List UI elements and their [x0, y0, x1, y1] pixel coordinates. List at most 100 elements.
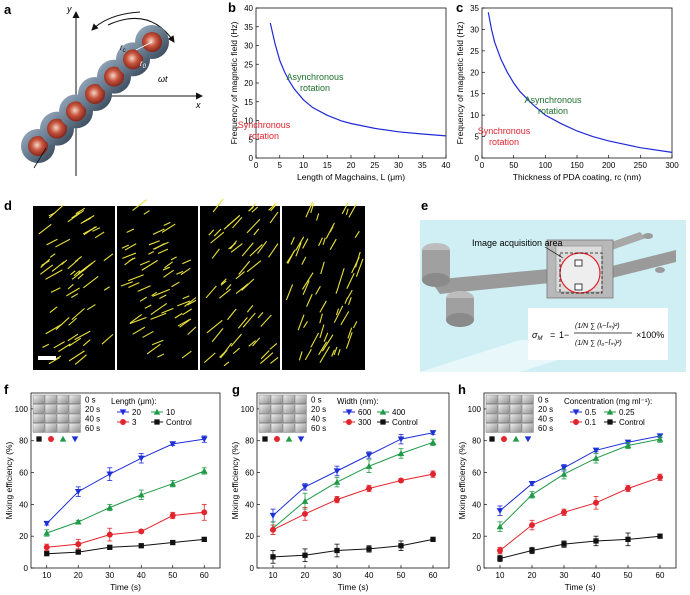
panel-d: d: [4, 198, 365, 370]
marker-tri-up: [137, 491, 145, 498]
inset-cell: [282, 423, 295, 433]
chart-c: c 0 50 100 150 200 250 300 0 5 10 15 20 25 30 35 Thickn…: [455, 0, 679, 182]
scale-bar: [38, 356, 56, 360]
bead-core: [47, 118, 67, 139]
magchain-streak: [103, 253, 114, 262]
y-axis-title: Frequency of magnetic field (Hz): [455, 21, 465, 144]
y-tick-label: 40: [244, 4, 253, 13]
magchain-streak: [129, 316, 147, 325]
marker-tri-down: [560, 465, 568, 472]
marker-square: [561, 541, 567, 547]
x-axis-label: x: [195, 100, 201, 110]
legend-title: Width (nm):: [337, 397, 378, 406]
magchain-streak: [211, 248, 220, 259]
inset-cell: [282, 394, 295, 405]
inset-time-label: 60 s: [311, 424, 326, 433]
y-tick-label: 100: [468, 405, 482, 414]
marker-circle: [625, 485, 631, 492]
magchain-streak: [223, 223, 231, 230]
magchain-streak: [92, 227, 101, 232]
marker-square: [607, 419, 613, 425]
plot-frame: [30, 392, 221, 569]
y-tick-label: 0: [477, 564, 482, 573]
marker-tri-up: [301, 497, 309, 504]
magchain-streak: [253, 228, 260, 236]
marker-tri-down: [74, 488, 82, 495]
marker-tri-down: [592, 447, 600, 454]
inset-cell: [509, 423, 522, 433]
marker-circle: [274, 436, 280, 442]
chain-tail-line: [33, 147, 47, 169]
magchain-streak: [219, 288, 232, 299]
magchain-streak: [230, 333, 242, 347]
magchain-streak: [310, 332, 320, 348]
radius-label: rc: [120, 43, 126, 54]
magchain-streak: [48, 212, 56, 217]
inset-time-label: 0 s: [85, 396, 96, 405]
magchain-streak: [304, 348, 312, 361]
marker-circle: [346, 419, 352, 425]
magchain-streak: [171, 281, 180, 288]
inset-cell: [521, 404, 534, 414]
x-tick-label: 50: [397, 571, 406, 580]
micrograph-4: [282, 206, 365, 370]
x-tick-label: 20: [74, 571, 83, 580]
magchain-streak: [211, 328, 224, 343]
inset-cell: [270, 394, 283, 405]
x-tick-label: 40: [442, 161, 451, 170]
magchain-streak: [77, 273, 84, 280]
eq-equals: =: [550, 330, 555, 340]
magchain-streak: [220, 278, 227, 285]
chart-f: f 10 20 30 40 50 60 0 20 40 60 80 100 Time (s) Mixing…: [4, 382, 221, 592]
marker-tri-up: [379, 408, 387, 415]
magchain-streak: [259, 352, 274, 364]
x-tick-label: 15: [323, 161, 332, 170]
magchain-streak: [225, 284, 232, 290]
inset-cell: [56, 423, 69, 433]
magchain-streak: [260, 350, 270, 360]
magchain-streak: [249, 244, 263, 257]
marker-tri-down: [169, 441, 177, 448]
magchain-streak: [333, 346, 338, 356]
inset-time-label: 60 s: [85, 424, 100, 433]
marker-tri-up: [285, 435, 293, 442]
magchain-streak: [335, 286, 339, 294]
marker-tri-up: [59, 435, 67, 442]
magchain-streak: [318, 237, 324, 247]
marker-circle: [657, 474, 663, 481]
x-tick-label: 150: [570, 161, 584, 170]
marker-tri-up: [624, 442, 632, 449]
marker-square: [593, 538, 599, 544]
legend-label: 0.5: [585, 408, 597, 417]
y-tick-label: 5: [249, 135, 254, 144]
inset-cell: [521, 423, 534, 433]
legend-label: 600: [358, 408, 372, 417]
magchain-streak: [318, 341, 328, 356]
magchain-streak: [46, 238, 58, 246]
x-tick-label: 20: [347, 161, 356, 170]
x-tick-label: 10: [42, 571, 51, 580]
micrograph-2: [117, 206, 198, 370]
marker-circle: [169, 512, 176, 519]
magchain-streak: [82, 339, 91, 347]
y-tick-label: 0: [250, 564, 255, 573]
magchain-streak: [144, 304, 152, 309]
x-tick-label: 100: [539, 161, 553, 170]
y-tick-label: 0: [24, 564, 29, 573]
series-line-Control: [499, 535, 661, 559]
magchain-streak: [302, 280, 310, 296]
magchain-streak: [68, 337, 82, 347]
x-tick-label: 250: [634, 161, 648, 170]
marker-circle: [75, 541, 82, 548]
marker-tri-up: [43, 529, 51, 536]
inlet-2-base: [446, 313, 474, 327]
marker-circle: [366, 485, 372, 492]
legend-label: 400: [392, 408, 406, 417]
magchain-streak: [45, 323, 63, 335]
roi-square-bottom: [574, 283, 583, 291]
series-line-300: [272, 473, 434, 531]
y-axis-title: Mixing efficiency (%): [230, 441, 240, 519]
bead-core: [85, 84, 105, 104]
annotation-line: rotation: [249, 131, 279, 141]
magchain-streak: [352, 321, 358, 329]
